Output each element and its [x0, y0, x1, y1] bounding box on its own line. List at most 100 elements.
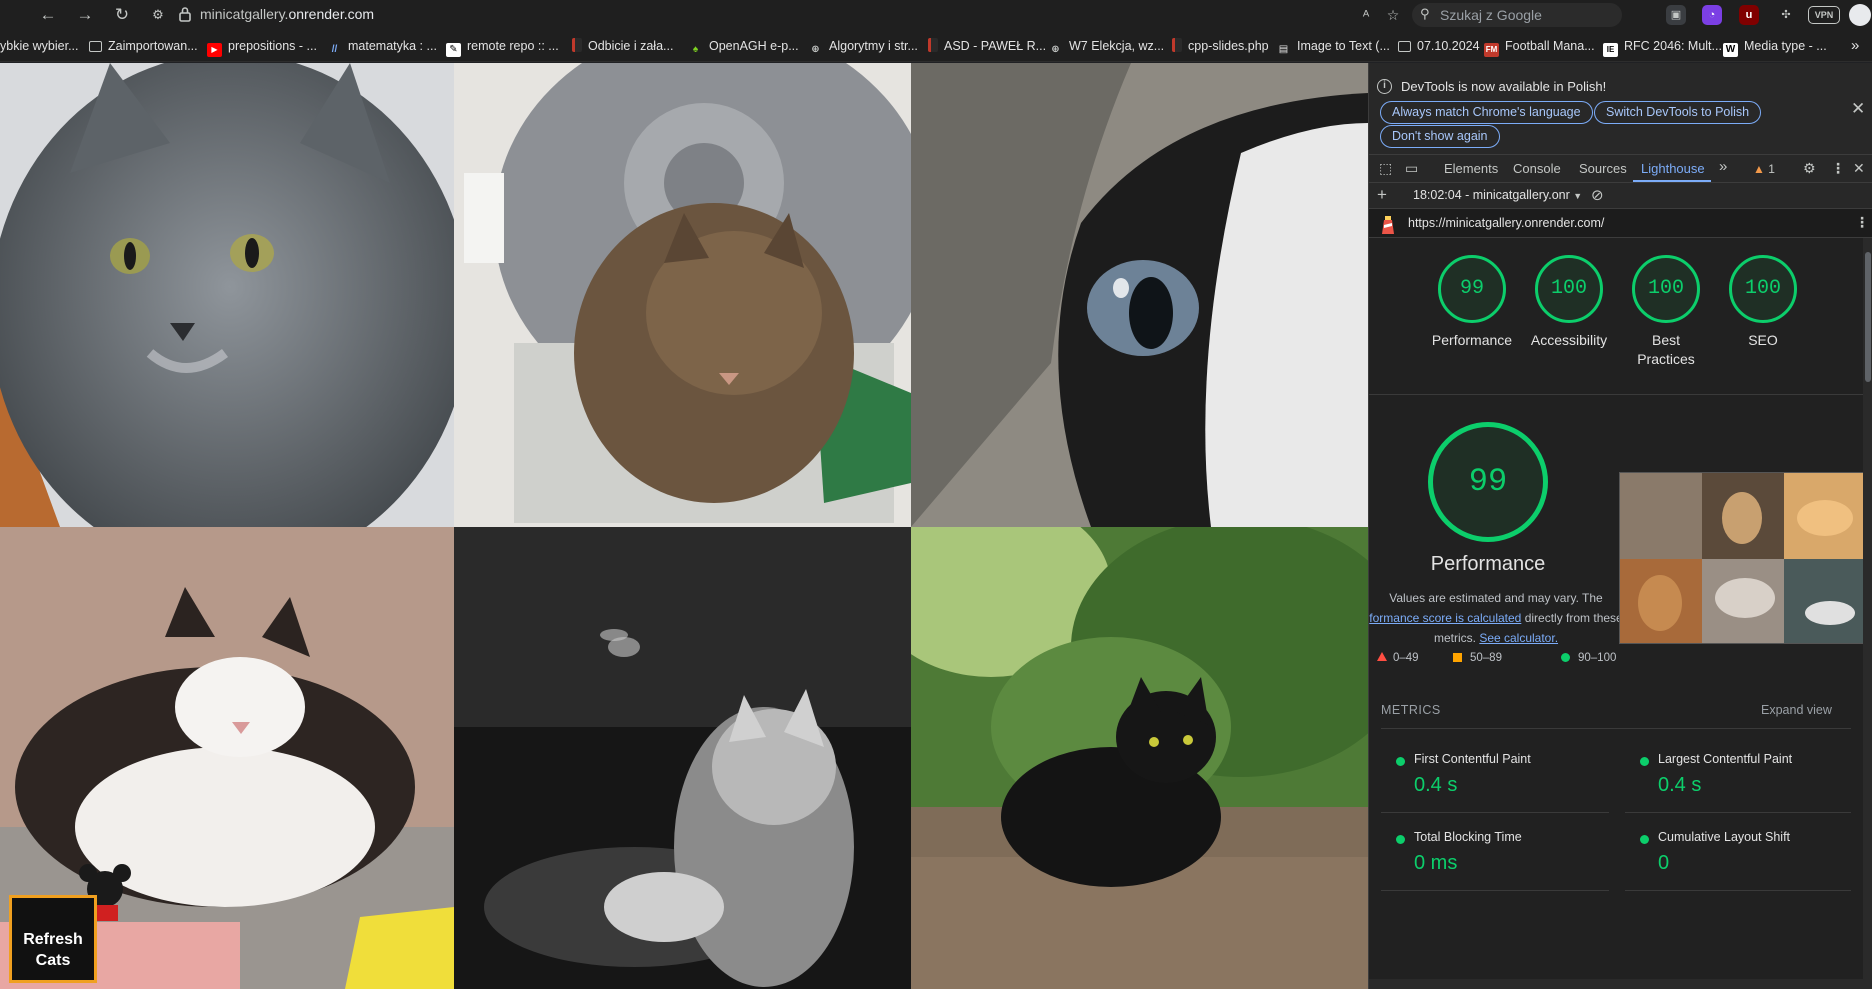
bookmark-item[interactable]: ⊕ W7 Elekcja, wz...	[1048, 38, 1164, 54]
gift-extension-icon[interactable]: ▣	[1666, 5, 1686, 25]
performance-score-gauge[interactable]: 99	[1438, 255, 1506, 323]
vpn-button[interactable]: VPN	[1808, 6, 1840, 24]
extensions-puzzle-icon[interactable]: ✣	[1776, 5, 1796, 25]
tab-console[interactable]: Console	[1513, 161, 1561, 176]
report-menu-icon[interactable]: ⋮	[1855, 214, 1869, 231]
settings-gear-icon[interactable]: ⚙	[1803, 160, 1816, 177]
lighthouse-toolbar: + 18:02:04 - minicatgallery.onr ▼ ⊘	[1369, 183, 1872, 209]
lighthouse-report: 99 Performance 100 Accessibility 100 Bes…	[1369, 238, 1863, 989]
bookmark-label: cpp-slides.php	[1188, 39, 1269, 53]
accessibility-score-gauge[interactable]: 100	[1535, 255, 1603, 323]
bookmark-item[interactable]: ▶ prepositions - ...	[207, 38, 317, 54]
globe-icon: ⊕	[808, 43, 823, 57]
purple-extension-icon[interactable]: ◔	[1702, 5, 1722, 25]
bookmark-item[interactable]: W Media type - ...	[1723, 38, 1827, 54]
see-calculator-link[interactable]: See calculator.	[1479, 631, 1558, 645]
google-search-box[interactable]: ⚲	[1412, 3, 1622, 27]
seo-score-label: SEO	[1713, 331, 1813, 350]
device-toolbar-icon[interactable]: ▭	[1405, 160, 1418, 177]
bookmarks-bar: ybkie wybier... Zaimportowan... ▶ preposi…	[0, 30, 1872, 62]
report-url[interactable]: https://minicatgallery.onrender.com/	[1408, 216, 1604, 230]
kebab-menu-icon[interactable]: ⋮	[1831, 160, 1845, 177]
accessibility-score-label: Accessibility	[1519, 331, 1619, 350]
bookmark-item[interactable]: FM Football Mana...	[1484, 38, 1595, 54]
bookmark-item[interactable]: // matematyka : ...	[327, 38, 437, 54]
final-screenshot-thumbnail[interactable]	[1619, 472, 1865, 644]
ublock-extension-icon[interactable]: u	[1739, 5, 1759, 25]
bookmark-label: Image to Text (...	[1297, 39, 1390, 53]
scrollbar-thumb[interactable]	[1865, 252, 1871, 382]
cat-photo	[454, 527, 911, 989]
lock-icon[interactable]	[178, 6, 192, 22]
bookmark-item[interactable]: 07.10.2024	[1398, 38, 1480, 54]
bookmark-item[interactable]: ♠ OpenAGH e-p...	[688, 38, 799, 54]
forward-icon[interactable]: →	[74, 5, 96, 25]
tab-sources[interactable]: Sources	[1579, 161, 1627, 176]
refresh-cats-button[interactable]: Refresh Cats	[9, 895, 97, 983]
score-calculated-link[interactable]: formance score is calculated	[1369, 611, 1521, 625]
divider	[1625, 890, 1851, 891]
cat-photo	[911, 63, 1368, 527]
clear-reports-icon[interactable]: ⊘	[1591, 186, 1604, 204]
expand-view-button[interactable]: Expand view	[1761, 703, 1832, 717]
performance-title: Performance	[1399, 553, 1577, 576]
bookmark-star-icon[interactable]: ☆	[1383, 5, 1403, 25]
tab-lighthouse[interactable]: Lighthouse	[1641, 161, 1705, 176]
fm-icon: FM	[1484, 43, 1499, 57]
horizontal-scrollbar[interactable]	[1369, 979, 1863, 989]
more-tabs-icon[interactable]: »	[1719, 158, 1727, 175]
pass-dot-icon	[1640, 757, 1649, 766]
folder-icon	[89, 41, 102, 52]
close-infobar-icon[interactable]: ✕	[1851, 99, 1865, 119]
back-icon[interactable]: ←	[37, 5, 59, 25]
pass-circle-icon	[1561, 653, 1570, 662]
bookmark-label: RFC 2046: Mult...	[1624, 39, 1722, 53]
close-devtools-icon[interactable]: ✕	[1853, 160, 1865, 177]
warnings-badge[interactable]: ▲ 1	[1753, 162, 1775, 176]
best-practices-score-gauge[interactable]: 100	[1632, 255, 1700, 323]
tab-elements[interactable]: Elements	[1444, 161, 1498, 176]
bookmark-item[interactable]: ASD - PAWEŁ R...	[928, 38, 1046, 54]
bookmark-item[interactable]: ybkie wybier...	[0, 38, 79, 54]
bookmark-item[interactable]: Zaimportowan...	[89, 38, 198, 54]
bookmark-label: 07.10.2024	[1417, 39, 1480, 53]
inspect-element-icon[interactable]: ⬚	[1379, 160, 1392, 177]
metric-name-tbt: Total Blocking Time	[1414, 830, 1522, 844]
search-icon: ⚲	[1420, 6, 1430, 22]
bookmark-label: Odbicie i zała...	[588, 39, 673, 53]
new-report-plus-icon[interactable]: +	[1377, 185, 1387, 205]
reload-icon[interactable]: ↻	[111, 5, 133, 25]
performance-note: Values are estimated and may vary. The f…	[1369, 588, 1623, 648]
image-to-text-icon: ▤	[1276, 43, 1291, 57]
metric-value-fcp: 0.4 s	[1414, 774, 1457, 797]
devtools-language-infobar: i DevTools is now available in Polish! A…	[1369, 63, 1872, 155]
report-scrollbar[interactable]	[1863, 238, 1872, 989]
bookmarks-overflow-icon[interactable]: »	[1851, 38, 1859, 54]
always-match-language-button[interactable]: Always match Chrome's language	[1380, 101, 1593, 124]
bookmark-item[interactable]: cpp-slides.php	[1172, 38, 1269, 54]
report-select[interactable]: 18:02:04 - minicatgallery.onr ▼	[1413, 188, 1582, 202]
cat-gallery: Refresh Cats	[0, 63, 1368, 989]
lighthouse-logo-icon	[1379, 214, 1397, 234]
seo-score-gauge[interactable]: 100	[1729, 255, 1797, 323]
profile-avatar[interactable]	[1849, 4, 1871, 26]
site-settings-icon[interactable]: ⚙	[150, 7, 166, 23]
globe-icon: ⊕	[1048, 43, 1063, 57]
dont-show-again-button[interactable]: Don't show again	[1380, 125, 1500, 148]
google-search-input[interactable]	[1440, 6, 1610, 24]
switch-to-polish-button[interactable]: Switch DevTools to Polish	[1594, 101, 1761, 124]
bookmark-item[interactable]: ⊕ Algorytmy i str...	[808, 38, 918, 54]
bookmark-item[interactable]: Odbicie i zała...	[572, 38, 673, 54]
bookmark-item[interactable]: ▤ Image to Text (...	[1276, 38, 1390, 54]
metric-name-cls: Cumulative Layout Shift	[1658, 830, 1790, 844]
translate-icon[interactable]: ᴬ	[1356, 5, 1376, 25]
devtools-panel: i DevTools is now available in Polish! A…	[1368, 63, 1872, 989]
divider	[1381, 812, 1609, 813]
bookmark-item[interactable]: IE RFC 2046: Mult...	[1603, 38, 1722, 54]
bookmark-item[interactable]: ✎ remote repo :: ...	[446, 38, 559, 54]
performance-big-gauge: 99	[1428, 422, 1548, 542]
bookmark-label: prepositions - ...	[228, 39, 317, 53]
address-bar[interactable]: minicatgallery.onrender.com	[200, 6, 374, 22]
metric-value-tbt: 0 ms	[1414, 852, 1457, 875]
infobar-message: DevTools is now available in Polish!	[1401, 79, 1606, 94]
